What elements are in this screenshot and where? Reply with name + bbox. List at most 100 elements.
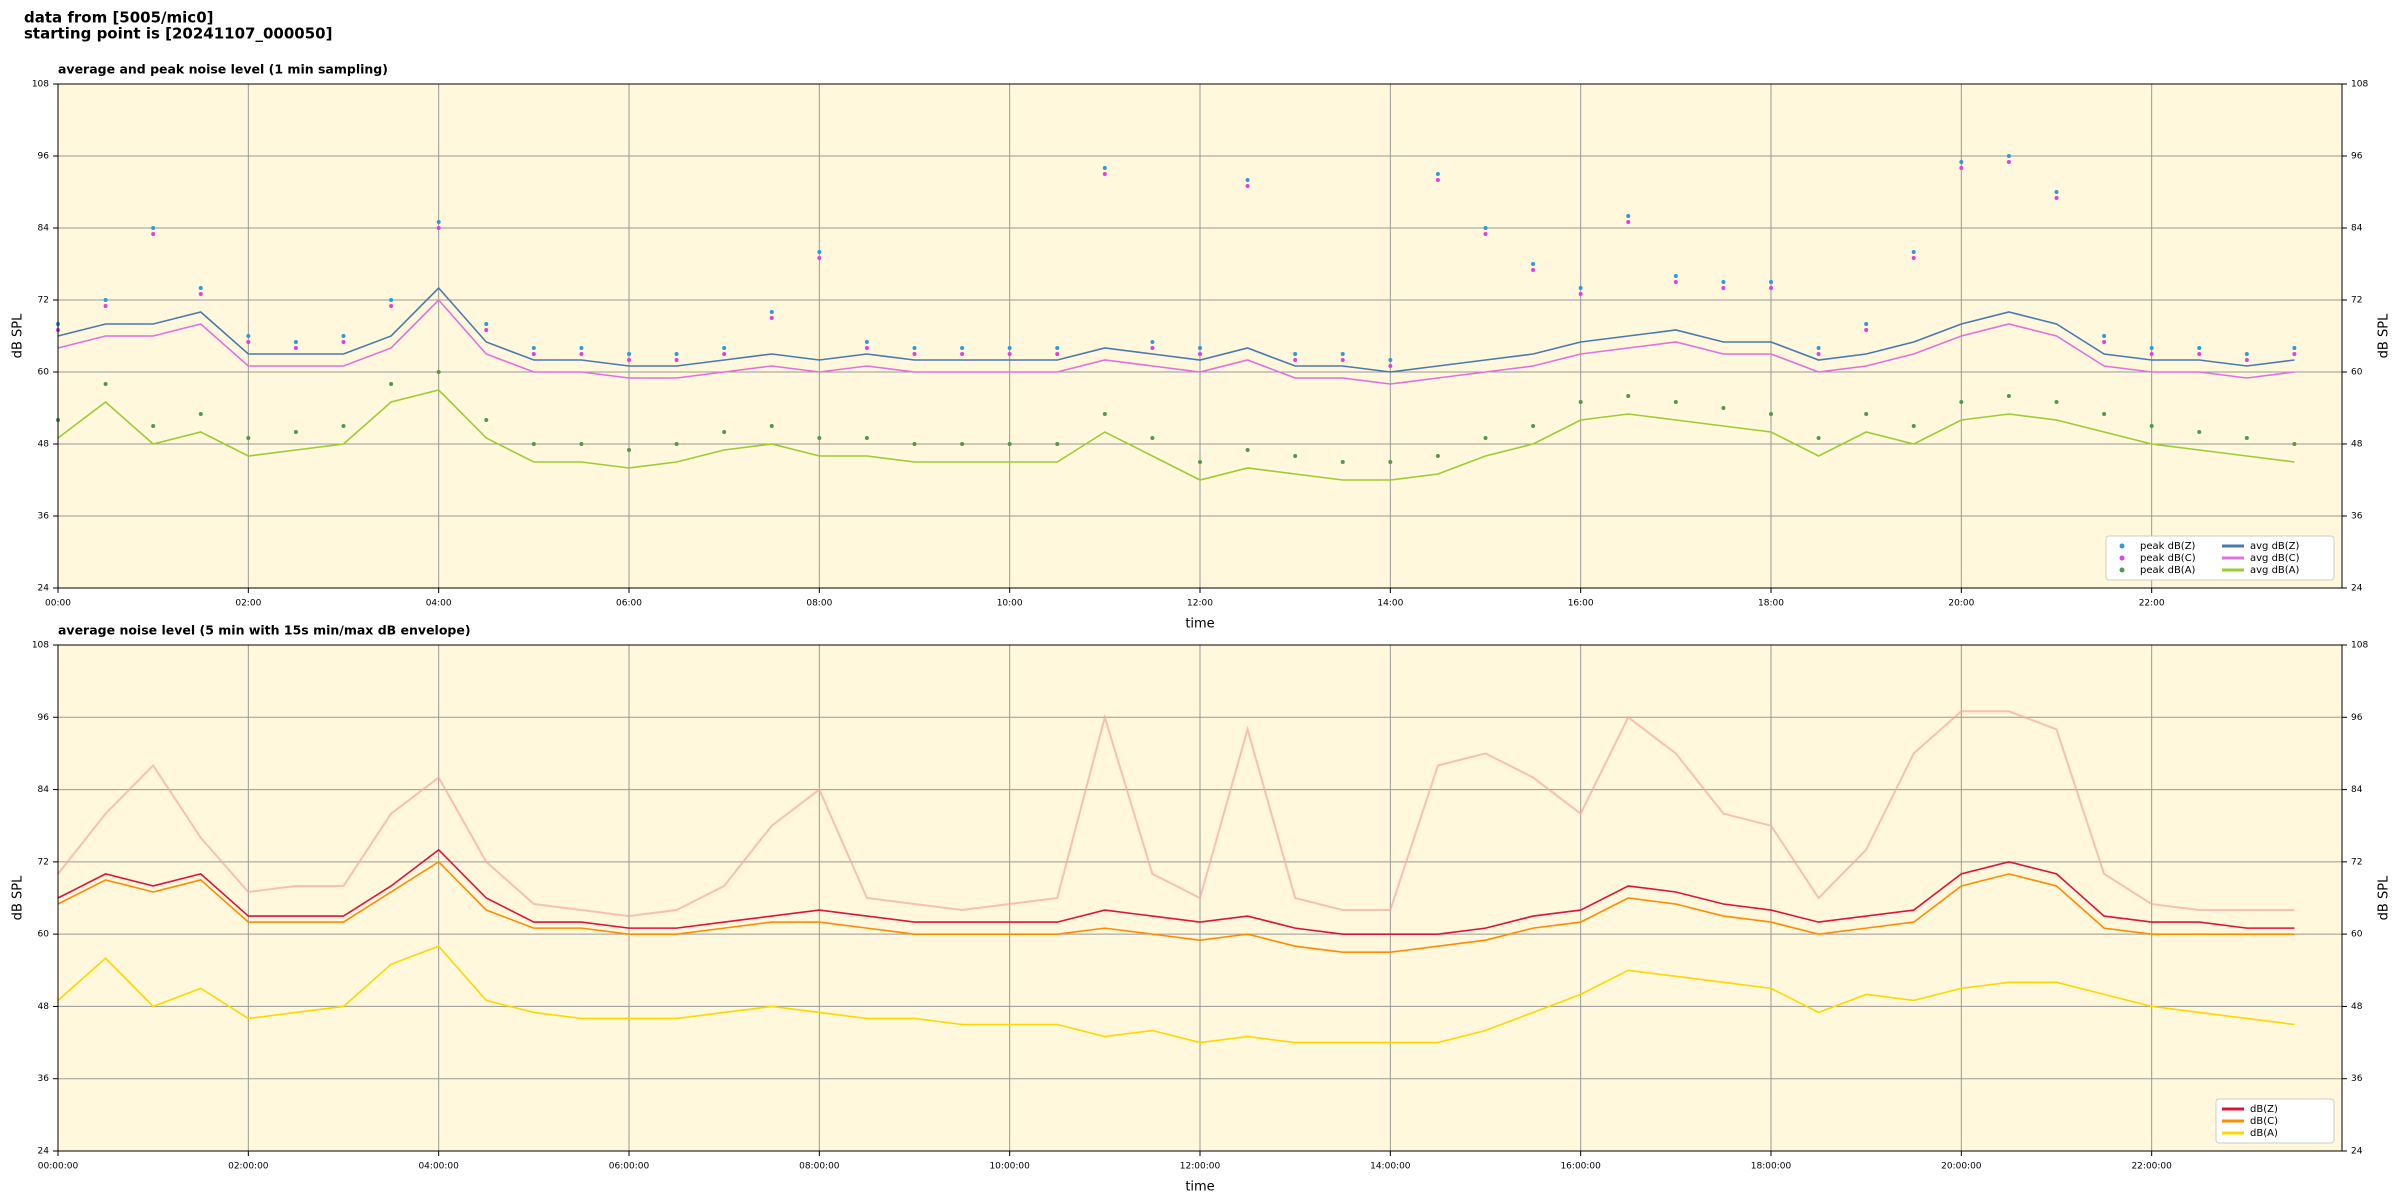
series-line <box>57 389 2295 481</box>
y-tick-label: 24 <box>2351 584 2363 594</box>
x-tick-label: 20:00:00 <box>1941 1162 1982 1172</box>
peak-point <box>1578 286 1583 290</box>
peak-point <box>1816 436 1821 440</box>
peak-point <box>1626 214 1631 218</box>
peak-point <box>1293 352 1298 356</box>
chart-title: average and peak noise level (1 min samp… <box>58 62 388 77</box>
peak-point <box>389 298 394 302</box>
legend-marker <box>2119 543 2125 549</box>
x-tick-label: 02:00 <box>235 599 261 609</box>
peak-point <box>1055 346 1060 350</box>
peak-point <box>1388 460 1393 464</box>
peak-point <box>151 424 156 428</box>
x-tick-label: 14:00 <box>1377 599 1403 609</box>
peak-point <box>1245 184 1250 188</box>
y-axis-label: dB SPL <box>11 875 26 920</box>
envelope-line <box>57 710 2295 918</box>
series-line <box>57 945 2295 1044</box>
x-tick-label: 16:00:00 <box>1560 1162 1601 1172</box>
legend-label: avg dB(A) <box>2250 565 2300 576</box>
peak-point <box>2102 412 2107 416</box>
peak-point <box>1816 352 1821 356</box>
peak-point <box>1673 280 1678 284</box>
y-tick-label: 24 <box>2351 1147 2363 1157</box>
y-axis-label: dB SPL <box>2377 875 2392 920</box>
peak-point <box>2149 352 2154 356</box>
peak-point <box>2197 430 2202 434</box>
peak-point <box>1721 406 1726 410</box>
legend-marker <box>2119 567 2125 573</box>
peak-point <box>246 334 251 338</box>
y-tick-label: 48 <box>2351 1002 2363 1012</box>
peak-point <box>1102 172 1107 176</box>
y-axis-label: dB SPL <box>11 313 26 358</box>
peak-point <box>960 442 965 446</box>
x-tick-label: 14:00:00 <box>1370 1162 1411 1172</box>
peak-point <box>769 310 774 314</box>
peak-point <box>1293 358 1298 362</box>
y-tick-label: 36 <box>38 1074 50 1084</box>
peak-point <box>341 334 346 338</box>
peak-point <box>674 358 679 362</box>
legend-box <box>2215 1098 2335 1144</box>
peak-point <box>1959 400 1964 404</box>
x-tick-label: 18:00:00 <box>1751 1162 1792 1172</box>
y-tick-label: 24 <box>38 1147 50 1157</box>
legend-label: dB(Z) <box>2250 1104 2278 1115</box>
peak-point <box>1911 256 1916 260</box>
peak-point <box>1198 346 1202 350</box>
x-tick-label: 08:00:00 <box>799 1162 840 1172</box>
y-tick-label: 24 <box>38 584 50 594</box>
peak-point <box>912 442 917 446</box>
peak-point <box>579 346 584 350</box>
peak-point <box>2149 424 2154 428</box>
legend-label: peak dB(Z) <box>2140 541 2196 552</box>
y-tick-label: 72 <box>2351 296 2362 306</box>
plot-frame <box>57 644 2343 1152</box>
header-line: data from [5005/mic0] <box>24 9 214 27</box>
legend-label: peak dB(C) <box>2140 553 2196 564</box>
y-tick-label: 96 <box>38 713 50 723</box>
y-tick-label: 84 <box>2351 224 2363 234</box>
peak-point <box>864 436 869 440</box>
series-line <box>57 286 2295 373</box>
peak-point <box>1055 352 1060 356</box>
peak-point <box>1673 274 1678 278</box>
peak-point <box>1198 460 1202 464</box>
y-tick-label: 84 <box>2351 785 2363 795</box>
peak-point <box>246 436 251 440</box>
legend-label: dB(A) <box>2250 1128 2278 1139</box>
peak-point <box>1769 412 1773 416</box>
peak-point <box>2244 358 2249 362</box>
peak-point <box>1007 346 1012 350</box>
peak-point <box>1673 400 1678 404</box>
peak-point <box>1864 412 1869 416</box>
peak-point <box>484 322 489 326</box>
x-axis-label: time <box>1185 617 1214 632</box>
peak-point <box>1578 292 1583 296</box>
peak-point <box>817 256 822 260</box>
peak-point <box>2102 334 2107 338</box>
peak-point <box>293 346 298 350</box>
peak-point <box>1959 160 1964 164</box>
peak-point <box>960 352 965 356</box>
peak-point <box>389 382 394 386</box>
x-tick-label: 22:00:00 <box>2131 1162 2172 1172</box>
x-tick-label: 10:00 <box>997 599 1023 609</box>
peak-point <box>341 424 346 428</box>
peak-point <box>2292 346 2297 350</box>
peak-point <box>2006 160 2011 164</box>
legend-label: avg dB(Z) <box>2250 541 2300 552</box>
y-tick-label: 60 <box>38 368 50 378</box>
peak-point <box>1721 286 1726 290</box>
peak-point <box>1483 232 1488 236</box>
peak-point <box>1769 286 1773 290</box>
y-tick-label: 48 <box>38 440 50 450</box>
peak-point <box>627 352 631 356</box>
y-tick-label: 48 <box>2351 440 2363 450</box>
y-tick-label: 96 <box>38 152 50 162</box>
legend-label: peak dB(A) <box>2140 565 2196 576</box>
peak-point <box>1245 448 1250 452</box>
peak-point <box>436 220 441 224</box>
peak-point <box>864 346 869 350</box>
